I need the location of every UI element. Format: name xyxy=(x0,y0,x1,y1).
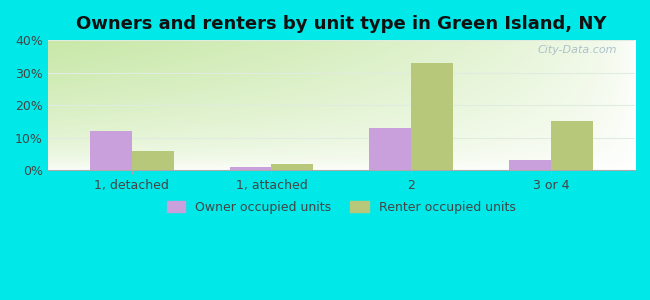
Bar xyxy=(411,63,453,170)
Bar xyxy=(551,122,593,170)
Bar xyxy=(509,160,551,170)
Title: Owners and renters by unit type in Green Island, NY: Owners and renters by unit type in Green… xyxy=(76,15,606,33)
Text: City-Data.com: City-Data.com xyxy=(538,45,617,55)
Legend: Owner occupied units, Renter occupied units: Owner occupied units, Renter occupied un… xyxy=(162,196,521,219)
Bar xyxy=(229,167,272,170)
Bar xyxy=(132,151,174,170)
Bar xyxy=(90,131,132,170)
Bar xyxy=(369,128,411,170)
Bar xyxy=(272,164,313,170)
